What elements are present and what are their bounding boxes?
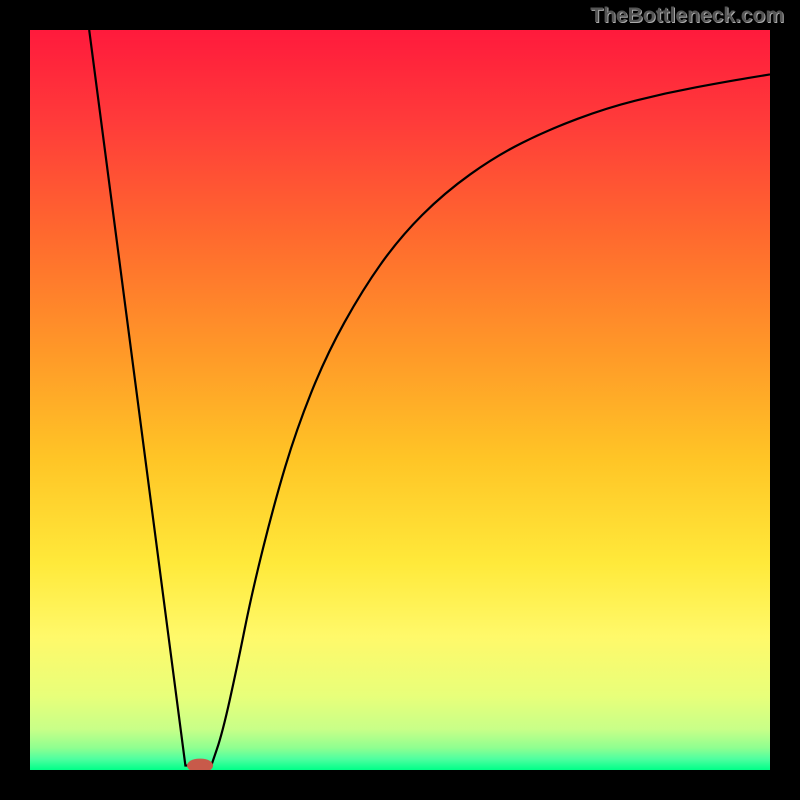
bottleneck-curve	[30, 30, 770, 770]
plot-area	[30, 30, 770, 770]
curve-path	[89, 30, 770, 766]
watermark-text: TheBottleneck.com	[590, 4, 784, 28]
optimal-marker	[187, 758, 213, 770]
